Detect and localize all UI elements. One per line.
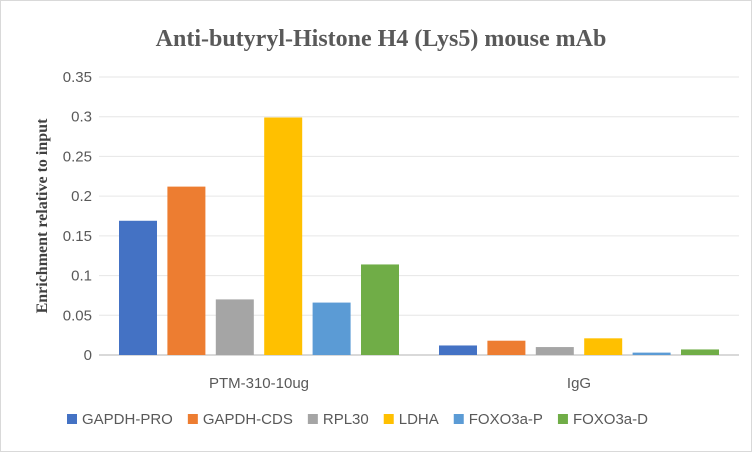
legend-swatch (307, 414, 318, 424)
x-tick-label: PTM-310-10ug (209, 375, 309, 392)
bar-foxo3a-p-0 (312, 302, 351, 355)
y-axis-label: Enrichment relative to input (34, 118, 51, 313)
bar-gapdh-cds-1 (487, 340, 526, 355)
bar-gapdh-cds-0 (167, 186, 206, 355)
y-tick-label: 0.2 (71, 188, 92, 205)
chart-title: Anti-butyryl-Histone H4 (Lys5) mouse mAb (156, 26, 607, 52)
bar-foxo3a-d-0 (361, 264, 399, 355)
bar-foxo3a-p-1 (632, 352, 671, 355)
y-tick-label: 0.1 (71, 268, 92, 285)
y-tick-label: 0 (84, 347, 92, 364)
bar-ldha-0 (264, 117, 303, 355)
legend-swatch (557, 414, 568, 424)
bar-foxo3a-d-1 (681, 349, 719, 355)
legend-swatch (453, 414, 464, 424)
y-tick-label: 0.05 (63, 307, 92, 324)
legend-swatch (187, 414, 198, 424)
legend-label: LDHA (399, 411, 439, 428)
y-tick-label: 0.35 (63, 69, 92, 86)
legend-label: FOXO3a-P (469, 411, 543, 428)
legend-label: RPL30 (323, 411, 369, 428)
legend-label: GAPDH-PRO (82, 411, 173, 428)
bar-gapdh-pro-1 (439, 345, 477, 355)
y-tick-label: 0.25 (63, 148, 92, 165)
bar-rpl30-0 (215, 299, 254, 355)
legend-label: FOXO3a-D (573, 411, 648, 428)
x-tick-label: IgG (567, 375, 591, 392)
legend-swatch (383, 414, 394, 424)
y-tick-label: 0.15 (63, 228, 92, 245)
bar-gapdh-pro-0 (119, 220, 157, 355)
bar-ldha-1 (584, 338, 623, 355)
y-tick-label: 0.3 (71, 109, 92, 126)
legend-label: GAPDH-CDS (203, 411, 293, 428)
legend-swatch (67, 414, 77, 424)
bar-rpl30-1 (535, 347, 574, 355)
